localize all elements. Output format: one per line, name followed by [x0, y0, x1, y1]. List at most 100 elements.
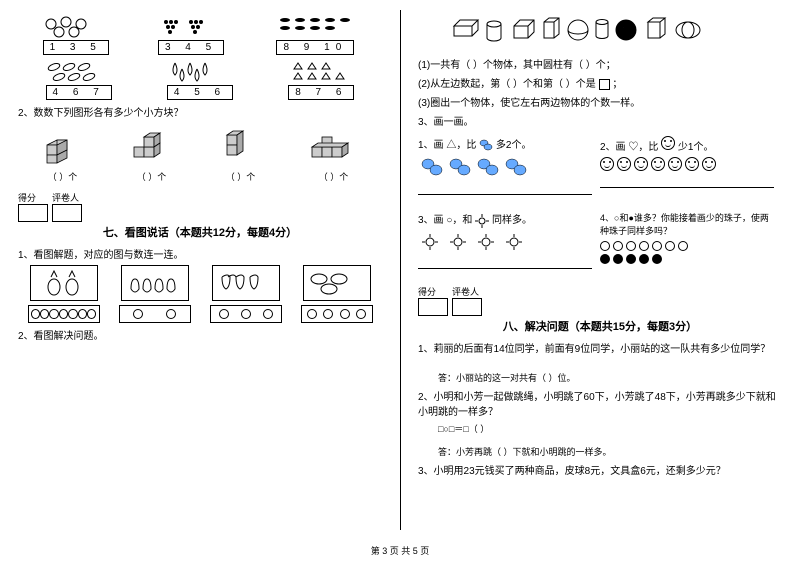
cube-label: （ ）个 [308, 170, 360, 183]
pineapple-icon [39, 269, 89, 297]
score-label: 得分 [18, 191, 44, 204]
circle-row-black [600, 254, 774, 264]
cube-label: （ ）个 [41, 170, 85, 183]
fruit-box-strawberry [212, 265, 280, 301]
solids-row-icon [450, 16, 750, 46]
column-divider [400, 10, 401, 530]
cube-icon [308, 125, 360, 165]
cube-3: （ ）个 [219, 125, 263, 183]
melon-icon [307, 269, 367, 297]
grader-box [52, 204, 82, 222]
line-2: (2)从左边数起，第（ ）个和第（ ）个是 ； [418, 75, 782, 90]
question-8-2: 2、小明和小芳一起做跳绳，小明跳了60下，小芳跳了48下，小芳再跳多少下就和小明… [418, 388, 782, 418]
answer-8-1: 答：小丽站的这一对共有（ ）位。 [438, 371, 782, 384]
match-bottom-row [18, 305, 382, 323]
butterfly-icon [479, 138, 493, 152]
grader-label: 评卷人 [52, 191, 79, 204]
sub2-text-a: 2、画 ♡，比 [600, 142, 658, 153]
smiley-icon [634, 157, 648, 171]
question-2: 2、数数下列图形各有多少个小方块？ [18, 104, 382, 119]
figure-row-2: 4 6 7 4 5 6 8 7 6 [18, 59, 382, 100]
smiley-row [600, 157, 774, 171]
count-box-4 [301, 305, 373, 323]
suns-icon [418, 232, 538, 252]
draw-row-1: 1、画 △，比 多2个。 [418, 132, 782, 203]
number-box: 4 5 6 [167, 85, 233, 100]
grader-label: 评卷人 [452, 285, 479, 298]
score-row: 得分 评卷人 [18, 191, 382, 222]
fruit-box-pineapple [30, 265, 98, 301]
smiley-icon [685, 157, 699, 171]
fig-drops: 4 5 6 [139, 59, 260, 100]
answer-8-2: 答：小芳再跳（ ）下就和小明跳的一样多。 [438, 445, 782, 458]
section-8-title: 八、解决问题（本题共15分，每题3分） [418, 318, 782, 334]
cube-icon [130, 125, 174, 165]
number-box: 4 6 7 [46, 85, 112, 100]
sub-2: 2、画 ♡，比 少1个。 [600, 132, 782, 203]
score-row-8: 得分 评卷人 [418, 285, 782, 316]
pear-icon [125, 269, 185, 297]
sub1-text-b: 多2个。 [496, 140, 532, 151]
answer-line [418, 184, 592, 195]
page-footer: 第 3 页 共 5 页 [0, 540, 800, 557]
answer-line [418, 258, 592, 269]
grader-box [452, 298, 482, 316]
fig-triangles: 8 7 6 [261, 59, 382, 100]
count-box-7 [28, 305, 100, 323]
left-column: 1 3 5 3 4 5 8 9 10 [0, 0, 400, 540]
smiley-icon [651, 157, 665, 171]
fig-grapes: 3 4 5 [133, 14, 248, 55]
cube-icon [219, 125, 263, 165]
butterfly-row [418, 156, 592, 178]
grapes-icon [156, 14, 226, 38]
sub1-text-a: 1、画 △，比 [418, 140, 476, 151]
question-7-1: 1、看图解题，对应的图与数连一连。 [18, 246, 382, 261]
sub3-text-b: 同样多。 [492, 215, 532, 226]
number-box: 8 7 6 [288, 85, 354, 100]
line-3: (3)圈出一个物体，使它左右两边物体的个数一样。 [418, 94, 782, 109]
cube-icon [41, 125, 85, 165]
score-box [18, 204, 48, 222]
cube-4: （ ）个 [308, 125, 360, 183]
strawberry-icon [216, 269, 276, 297]
sun-row [418, 232, 592, 252]
right-column: (1)一共有（ ）个物体，其中圆柱有（ ）个； (2)从左边数起，第（ ）个和第… [400, 0, 800, 540]
smiley-icon [600, 157, 614, 171]
fig-leaves: 4 6 7 [18, 59, 139, 100]
number-box: 8 9 10 [276, 40, 354, 55]
fig-fish: 8 9 10 [249, 14, 382, 55]
line-2a: (2)从左边数起，第（ ）个和第（ ）个是 [418, 79, 596, 90]
sub3-text-a: 3、画 ○，和 [418, 215, 472, 226]
sub-3: 3、画 ○，和 同样多。 [418, 207, 600, 276]
butterflies-icon [418, 156, 528, 178]
sun-icon [475, 214, 489, 228]
number-box: 3 4 5 [158, 40, 224, 55]
cube-row: （ ）个 （ ）个 （ ）个 [18, 125, 382, 183]
question-8-3: 3、小明用23元钱买了两种商品，皮球8元，文具盒6元，还剩多少元？ [418, 462, 782, 477]
number-box: 1 3 5 [43, 40, 109, 55]
answer-line [600, 177, 774, 188]
flowers-icon [41, 14, 111, 38]
smiley-icon [617, 157, 631, 171]
sub4-text: 4、○和●谁多？你能接着画少的珠子，使两种珠子同样多吗？ [600, 211, 774, 237]
triangles-icon [286, 59, 356, 83]
match-top-row [18, 265, 382, 301]
smiley-icon [661, 136, 675, 150]
shape-row [418, 16, 782, 46]
smiley-icon [668, 157, 682, 171]
sub-4: 4、○和●谁多？你能接着画少的珠子，使两种珠子同样多吗？ [600, 207, 782, 276]
circle-row-white [600, 241, 774, 251]
smiley-icon [702, 157, 716, 171]
line-2b: ； [612, 79, 622, 90]
drops-icon [165, 59, 235, 83]
score-box [418, 298, 448, 316]
cube-1: （ ）个 [41, 125, 85, 183]
sub2-text-b: 少1个。 [678, 142, 714, 153]
question-3: 3、画一画。 [418, 113, 782, 128]
cube-label: （ ）个 [130, 170, 174, 183]
count-box-2 [119, 305, 191, 323]
figure-row-1: 1 3 5 3 4 5 8 9 10 [18, 14, 382, 55]
question-8-1: 1、莉丽的后面有14位同学，前面有9位同学，小丽站的这一队共有多少位同学？ [418, 340, 782, 355]
cube-inline-icon [599, 79, 610, 90]
question-7-2: 2、看图解决问题。 [18, 327, 382, 342]
